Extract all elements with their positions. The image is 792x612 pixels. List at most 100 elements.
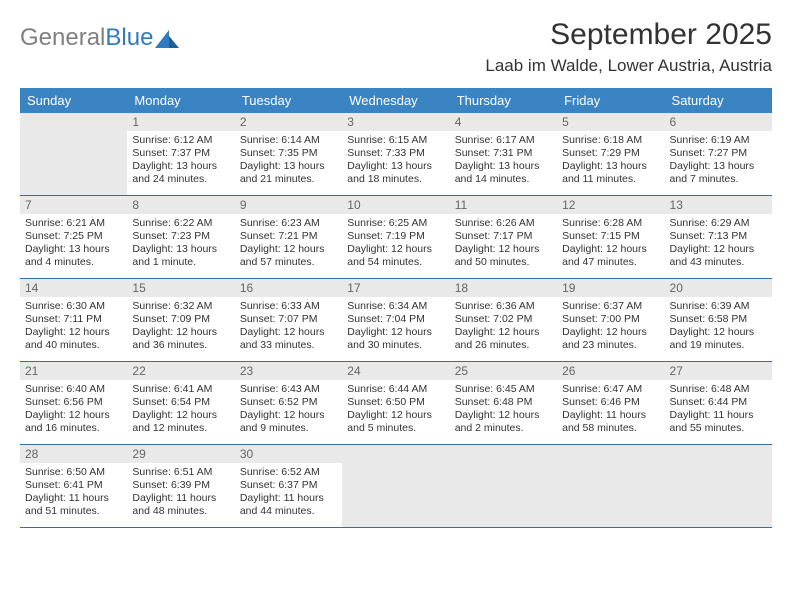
day-info-line: Daylight: 13 hours	[670, 160, 767, 173]
calendar: SundayMondayTuesdayWednesdayThursdayFrid…	[20, 88, 772, 528]
day-number: 16	[235, 279, 342, 297]
day-cell: 29Sunrise: 6:51 AMSunset: 6:39 PMDayligh…	[127, 445, 234, 527]
day-cell: 14Sunrise: 6:30 AMSunset: 7:11 PMDayligh…	[20, 279, 127, 361]
day-info-line: Sunset: 7:02 PM	[455, 313, 552, 326]
day-info-line: Sunrise: 6:17 AM	[455, 134, 552, 147]
day-info-line: Daylight: 12 hours	[455, 326, 552, 339]
day-info-line: Daylight: 12 hours	[132, 409, 229, 422]
day-cell: 5Sunrise: 6:18 AMSunset: 7:29 PMDaylight…	[557, 113, 664, 195]
day-number: 7	[20, 196, 127, 214]
day-cell: 10Sunrise: 6:25 AMSunset: 7:19 PMDayligh…	[342, 196, 449, 278]
day-cell: 19Sunrise: 6:37 AMSunset: 7:00 PMDayligh…	[557, 279, 664, 361]
day-cell: 3Sunrise: 6:15 AMSunset: 7:33 PMDaylight…	[342, 113, 449, 195]
weekday-label: Sunday	[20, 88, 127, 113]
day-info-line: and 7 minutes.	[670, 173, 767, 186]
day-info-line: Sunset: 7:07 PM	[240, 313, 337, 326]
day-info-line: and 57 minutes.	[240, 256, 337, 269]
day-info-line: Sunrise: 6:43 AM	[240, 383, 337, 396]
day-info-line: and 4 minutes.	[25, 256, 122, 269]
day-info-line: and 54 minutes.	[347, 256, 444, 269]
day-cell: 6Sunrise: 6:19 AMSunset: 7:27 PMDaylight…	[665, 113, 772, 195]
day-info-line: Daylight: 12 hours	[562, 243, 659, 256]
day-info-line: and 5 minutes.	[347, 422, 444, 435]
day-info-line: and 47 minutes.	[562, 256, 659, 269]
day-cell: 17Sunrise: 6:34 AMSunset: 7:04 PMDayligh…	[342, 279, 449, 361]
day-info-line: Sunset: 7:17 PM	[455, 230, 552, 243]
day-cell: 24Sunrise: 6:44 AMSunset: 6:50 PMDayligh…	[342, 362, 449, 444]
day-info-line: Sunset: 7:04 PM	[347, 313, 444, 326]
day-number: 2	[235, 113, 342, 131]
day-cell: 30Sunrise: 6:52 AMSunset: 6:37 PMDayligh…	[235, 445, 342, 527]
day-info-line: Daylight: 12 hours	[455, 243, 552, 256]
day-info-line: and 33 minutes.	[240, 339, 337, 352]
header-bar: GeneralBlue September 2025 Laab im Walde…	[20, 18, 772, 76]
day-info-line: Daylight: 13 hours	[562, 160, 659, 173]
day-info-line: Daylight: 12 hours	[347, 409, 444, 422]
day-cell: 8Sunrise: 6:22 AMSunset: 7:23 PMDaylight…	[127, 196, 234, 278]
day-info-line: and 58 minutes.	[562, 422, 659, 435]
day-info-line: Daylight: 12 hours	[240, 409, 337, 422]
day-info-line: Sunset: 6:50 PM	[347, 396, 444, 409]
day-cell: 22Sunrise: 6:41 AMSunset: 6:54 PMDayligh…	[127, 362, 234, 444]
day-number: 4	[450, 113, 557, 131]
day-info-line: Daylight: 13 hours	[25, 243, 122, 256]
day-info-line: Sunrise: 6:47 AM	[562, 383, 659, 396]
day-number: 10	[342, 196, 449, 214]
empty-cell	[342, 445, 449, 527]
day-info-line: Sunrise: 6:28 AM	[562, 217, 659, 230]
day-info-line: Sunrise: 6:40 AM	[25, 383, 122, 396]
day-info-line: Sunrise: 6:33 AM	[240, 300, 337, 313]
day-info-line: Daylight: 11 hours	[25, 492, 122, 505]
day-cell: 15Sunrise: 6:32 AMSunset: 7:09 PMDayligh…	[127, 279, 234, 361]
day-info-line: Daylight: 12 hours	[347, 243, 444, 256]
day-info-line: and 50 minutes.	[455, 256, 552, 269]
month-title: September 2025	[485, 18, 772, 52]
week-row: 1Sunrise: 6:12 AMSunset: 7:37 PMDaylight…	[20, 113, 772, 196]
day-info-line: and 40 minutes.	[25, 339, 122, 352]
day-info-line: Sunset: 7:23 PM	[132, 230, 229, 243]
day-number: 17	[342, 279, 449, 297]
day-info-line: Sunset: 7:31 PM	[455, 147, 552, 160]
day-info-line: Sunrise: 6:30 AM	[25, 300, 122, 313]
day-number: 14	[20, 279, 127, 297]
day-info-line: Sunset: 6:52 PM	[240, 396, 337, 409]
day-info-line: and 36 minutes.	[132, 339, 229, 352]
day-info-line: Sunset: 6:44 PM	[670, 396, 767, 409]
day-number: 5	[557, 113, 664, 131]
weekday-header: SundayMondayTuesdayWednesdayThursdayFrid…	[20, 88, 772, 113]
day-info-line: Sunrise: 6:39 AM	[670, 300, 767, 313]
day-info-line: Sunrise: 6:15 AM	[347, 134, 444, 147]
day-info-line: Sunset: 6:58 PM	[670, 313, 767, 326]
day-info-line: and 19 minutes.	[670, 339, 767, 352]
day-info-line: Sunrise: 6:29 AM	[670, 217, 767, 230]
day-number: 3	[342, 113, 449, 131]
day-info-line: Sunset: 7:27 PM	[670, 147, 767, 160]
day-number: 20	[665, 279, 772, 297]
weeks-container: 1Sunrise: 6:12 AMSunset: 7:37 PMDaylight…	[20, 113, 772, 528]
day-info-line: Daylight: 12 hours	[347, 326, 444, 339]
day-info-line: and 9 minutes.	[240, 422, 337, 435]
day-info-line: and 23 minutes.	[562, 339, 659, 352]
day-info-line: Sunset: 7:00 PM	[562, 313, 659, 326]
day-info-line: and 12 minutes.	[132, 422, 229, 435]
day-info-line: Sunset: 7:19 PM	[347, 230, 444, 243]
day-info-line: Sunset: 6:37 PM	[240, 479, 337, 492]
location-label: Laab im Walde, Lower Austria, Austria	[485, 56, 772, 76]
day-info-line: and 44 minutes.	[240, 505, 337, 518]
day-info-line: Sunrise: 6:48 AM	[670, 383, 767, 396]
day-info-line: and 43 minutes.	[670, 256, 767, 269]
day-info-line: Sunrise: 6:37 AM	[562, 300, 659, 313]
day-number: 13	[665, 196, 772, 214]
day-info-line: Sunset: 7:29 PM	[562, 147, 659, 160]
day-info-line: Sunrise: 6:22 AM	[132, 217, 229, 230]
day-number: 8	[127, 196, 234, 214]
day-number: 23	[235, 362, 342, 380]
day-info-line: Daylight: 11 hours	[240, 492, 337, 505]
day-cell: 2Sunrise: 6:14 AMSunset: 7:35 PMDaylight…	[235, 113, 342, 195]
day-info-line: Sunset: 6:56 PM	[25, 396, 122, 409]
day-cell: 13Sunrise: 6:29 AMSunset: 7:13 PMDayligh…	[665, 196, 772, 278]
day-info-line: Sunrise: 6:52 AM	[240, 466, 337, 479]
day-number: 1	[127, 113, 234, 131]
day-info-line: Daylight: 12 hours	[562, 326, 659, 339]
week-row: 21Sunrise: 6:40 AMSunset: 6:56 PMDayligh…	[20, 362, 772, 445]
